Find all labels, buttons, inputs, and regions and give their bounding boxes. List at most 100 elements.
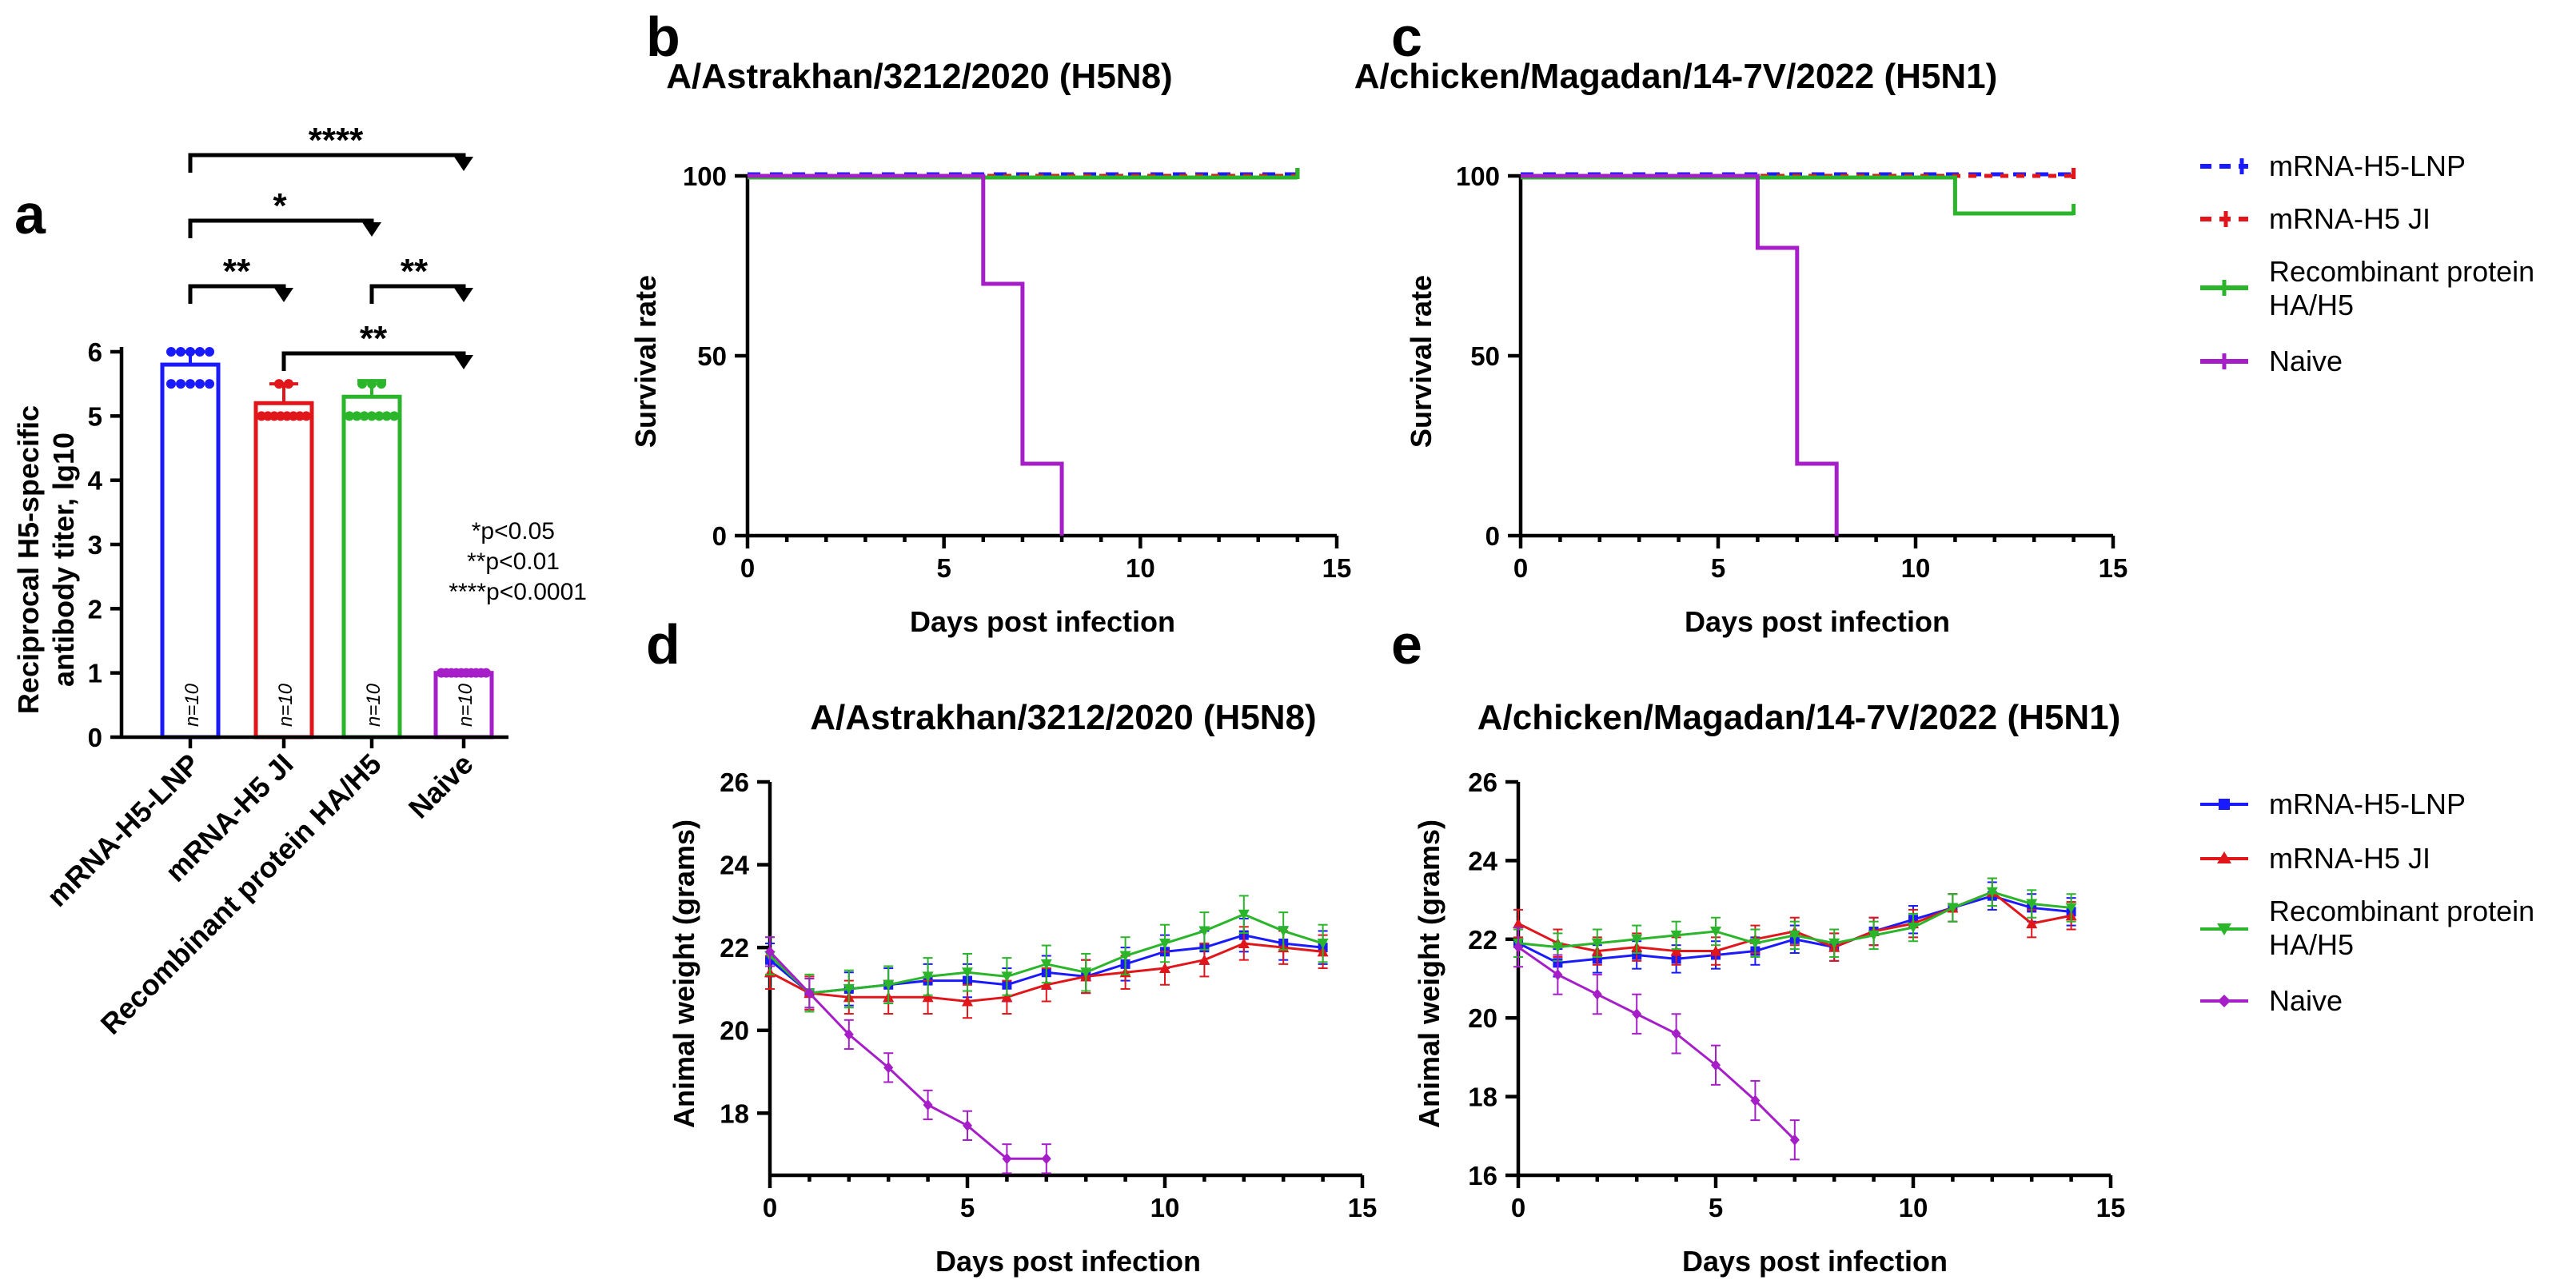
y-tick-label-e: 26 [1468,768,1497,797]
datapoint-lnp [185,347,195,357]
p-note-2: **p<0.01 [467,548,560,575]
datapoint-ji [274,379,284,389]
panel-b-title: A/Astrakhan/3212/2020 (H5N8) [666,57,1172,96]
marker-ji [1670,945,1682,956]
legend-top-lnp: mRNA-H5-LNP [2269,150,2466,182]
x-tick-label-c: 15 [2099,553,2128,583]
marker-naive [1002,1153,1012,1165]
datapoint-rp [381,411,392,421]
x-tick-label-e: 10 [1899,1193,1928,1222]
panel-label-e: e [1391,613,1422,676]
datapoint-rp [367,411,377,421]
marker-naive [1513,941,1523,953]
marker-ji [1159,963,1170,974]
survival-line-rp [1521,175,2074,216]
x-tick-label-b: 10 [1126,553,1155,583]
panel-c-plot: 0 5 10 15 0 50 100 [1456,161,2127,583]
marker-rp [1749,938,1761,949]
panel-b-plot: 0 5 10 15 0 50 100 [683,161,1351,583]
p-note-3: ****p<0.0001 [449,579,587,605]
marker-rp [922,971,934,983]
marker-rp [2026,899,2038,910]
legend-top-naive: Naive [2269,345,2343,377]
legend-bottom-ji: mRNA-H5 JI [2269,842,2430,875]
y-tick-label-d: 26 [720,768,749,797]
y-tick-label-c: 100 [1456,161,1500,191]
n-label-ji: n=10 [275,683,297,727]
panel-c-survival-chart: A/chicken/Magadan/14-7V/2022 (H5N1) Days… [1354,57,2128,638]
y-tick-label-e: 24 [1468,846,1497,875]
legend-top-ji: mRNA-H5 JI [2269,202,2430,235]
panel-e-title: A/chicken/Magadan/14-7V/2022 (H5N1) [1477,698,2121,737]
datapoint-lnp [176,347,185,357]
x-tick-label-b: 0 [740,553,755,583]
datapoint-lnp [176,379,185,389]
y-tick-label-e: 18 [1468,1083,1497,1112]
x-tick-label-d: 10 [1150,1193,1180,1222]
weight-legend: mRNA-H5-LNP mRNA-H5 JI Recombinant prote… [2200,788,2534,1017]
legend-bottom-naive: Naive [2269,984,2343,1017]
marker-rp [962,967,973,979]
marker-ji [1513,918,1524,929]
n-label-rp: n=10 [363,683,385,727]
sig-stars-ji-naive: ** [360,319,388,358]
datapoint-rp [374,411,385,421]
legend-bottom-marker-rp [2217,923,2231,935]
marker-ji [1238,937,1250,948]
x-tick-label-c: 5 [1711,553,1725,583]
datapoint-lnp [195,347,205,357]
panel-b-xlabel: Days post infection [910,605,1175,638]
datapoint-rp [352,411,362,421]
marker-rp [843,983,855,995]
panel-e-plot: 0 5 10 15 16 18 20 22 24 26 [1468,768,2125,1222]
marker-rp [1198,926,1210,937]
marker-rp [1278,926,1290,937]
sig-stars-lnp-naive: **** [309,121,364,160]
datapoint-lnp [166,379,176,389]
datapoint-lnp [205,379,214,389]
marker-ji [1001,991,1013,1003]
legend-bottom-marker-ji [2217,851,2231,863]
y-tick-label-a: 4 [88,466,103,496]
x-tick-label-c: 10 [1901,553,1931,583]
x-tick-label-b: 5 [936,553,951,583]
marker-rp [1631,934,1643,945]
panel-c-title: A/chicken/Magadan/14-7V/2022 (H5N1) [1354,57,1998,96]
marker-naive [1592,988,1602,1000]
y-tick-label-a: 3 [88,530,102,560]
datapoint-rp [367,379,377,389]
y-tick-label-e: 20 [1468,1003,1497,1033]
arrowhead-4 [454,288,473,302]
marker-naive [1750,1095,1761,1107]
marker-naive [883,1062,894,1074]
datapoint-rp [345,411,354,421]
marker-rp [1908,923,1919,934]
x-tick-label-d: 0 [763,1193,777,1222]
marker-ji [1040,979,1052,990]
y-tick-label-d: 18 [720,1099,749,1128]
y-tick-label-c: 0 [1485,521,1500,551]
x-tick-label-b: 15 [1322,553,1352,583]
y-tick-label-a: 5 [88,401,102,431]
marker-rp [1947,903,1959,914]
survival-line-naive [748,173,1064,536]
sig-stars-lnp-ji: ** [223,252,251,291]
marker-rp [1001,971,1013,983]
y-tick-label-d: 22 [720,933,749,963]
datapoint-ji [284,379,293,389]
marker-naive [804,987,815,999]
datapoint-lnp [185,379,195,389]
x-tick-label-c: 0 [1513,553,1528,583]
datapoint-naive [481,668,491,678]
x-tick-label-e: 15 [2096,1193,2126,1222]
marker-rp [883,979,895,991]
datapoint-rp [377,379,386,389]
marker-naive [1553,969,1563,981]
panel-label-b: b [646,6,680,68]
marker-naive [923,1099,933,1111]
y-tick-label-c: 50 [1470,341,1500,371]
marker-rp [1238,909,1250,920]
y-tick-label-a: 1 [88,659,102,688]
marker-naive [1632,1008,1642,1020]
